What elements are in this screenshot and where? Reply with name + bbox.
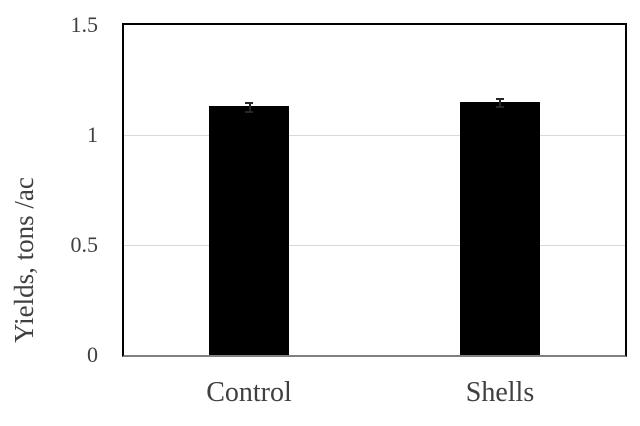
gridline xyxy=(124,245,625,246)
error-bar-cap xyxy=(245,111,253,113)
error-bar xyxy=(499,98,501,107)
x-category-label: Shells xyxy=(465,377,535,408)
y-tick-label: 0 xyxy=(87,342,98,367)
error-bar-cap xyxy=(496,98,504,100)
bar xyxy=(460,102,540,355)
plot-area xyxy=(122,23,627,357)
y-tick-label: 1.5 xyxy=(70,12,99,37)
error-bar-cap xyxy=(496,106,504,108)
y-tick-label: 0.5 xyxy=(70,232,99,257)
gridline xyxy=(124,135,625,136)
error-bar-cap xyxy=(245,102,253,104)
error-bar xyxy=(249,102,251,111)
x-category-label: Control xyxy=(206,377,292,408)
y-tick-label: 1 xyxy=(87,122,98,147)
bar xyxy=(209,106,289,355)
